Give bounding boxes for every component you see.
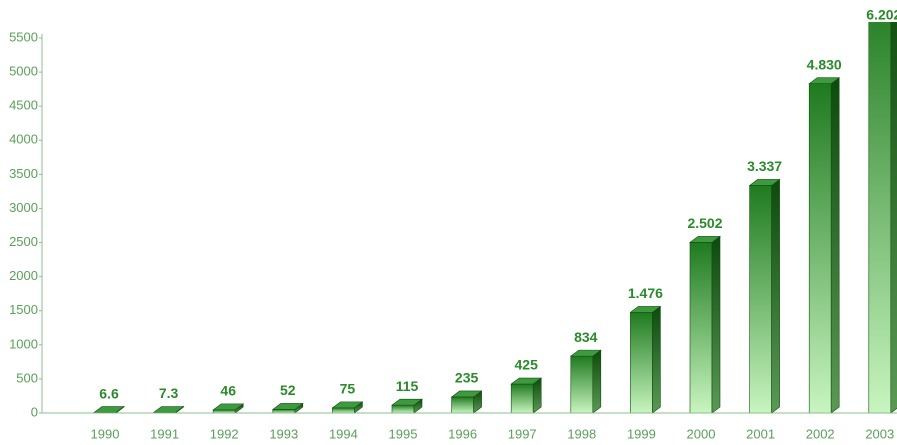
x-tick-label: 2003 [865, 426, 894, 441]
value-label: 2.502 [687, 215, 722, 231]
bar-top [748, 179, 781, 186]
x-tick-label: 2000 [687, 426, 716, 441]
y-tick-label: 3000 [9, 200, 38, 215]
x-tick-label: 1997 [508, 426, 537, 441]
bar-side [890, 22, 897, 414]
value-label: 75 [340, 381, 356, 397]
bar-top [212, 403, 245, 411]
bar-top [450, 390, 483, 398]
y-tick-label: 5000 [9, 64, 38, 79]
y-tick-label: 2500 [9, 234, 38, 249]
bar-top [391, 398, 423, 406]
bar-side [652, 305, 661, 414]
x-tick-label: 1994 [329, 426, 358, 441]
x-tick-label: 1991 [150, 426, 179, 441]
bar-side [771, 178, 780, 414]
bar-top [808, 77, 841, 84]
value-label: 6.202 [866, 7, 897, 23]
bar-side [711, 235, 721, 414]
value-label: 52 [280, 382, 296, 398]
value-label: 4.830 [807, 56, 842, 72]
value-label: 46 [220, 383, 236, 399]
bar-front [272, 409, 296, 414]
x-tick-label: 2001 [746, 426, 775, 441]
bar-top [271, 403, 304, 410]
bar-top [629, 306, 662, 313]
x-tick-label: 1998 [567, 426, 596, 441]
x-tick-label: 1995 [389, 426, 418, 441]
value-label: 7.3 [159, 385, 179, 401]
bar-top [152, 406, 185, 413]
x-tick-label: 2002 [806, 426, 835, 441]
x-tick-label: 1990 [91, 426, 120, 441]
x-tick-label: 1993 [269, 426, 298, 441]
bar-top [510, 377, 543, 385]
value-label: 115 [396, 378, 419, 394]
x-tick-label: 1999 [627, 426, 656, 441]
bar-front [510, 383, 534, 414]
bar-front [570, 355, 594, 414]
bar-front [749, 185, 772, 414]
y-tick-label: 1000 [9, 336, 38, 351]
bar-front [808, 83, 832, 414]
bar-front [868, 22, 892, 414]
bar-side [592, 349, 602, 414]
bar-front [451, 396, 474, 414]
bar-front [689, 242, 713, 414]
x-tick-label: 1996 [448, 426, 477, 441]
bar-top [569, 349, 602, 357]
value-label: 425 [515, 357, 539, 373]
x-tick-label: 1992 [210, 426, 239, 441]
y-tick-label: 4500 [9, 98, 38, 113]
y-tick-label: 4000 [9, 132, 38, 147]
value-label: 3.337 [747, 158, 782, 174]
y-tick-label: 500 [16, 370, 38, 385]
bar-front [332, 407, 355, 414]
value-label: 235 [455, 370, 479, 386]
bar-front [630, 312, 653, 414]
bar-side [830, 77, 840, 414]
y-tick-label: 0 [31, 404, 38, 419]
value-label: 6.6 [99, 385, 119, 401]
bar-top [331, 401, 364, 409]
value-label: 1.476 [628, 285, 663, 301]
y-tick-label: 5500 [9, 29, 38, 44]
value-label: 834 [574, 329, 598, 345]
bar-front [391, 404, 415, 414]
y-tick-label: 2000 [9, 268, 38, 283]
bars [93, 22, 897, 414]
y-tick-label: 3500 [9, 166, 38, 181]
bar-top [689, 236, 721, 243]
y-tick-label: 1500 [9, 302, 38, 317]
bar-top [93, 406, 125, 413]
